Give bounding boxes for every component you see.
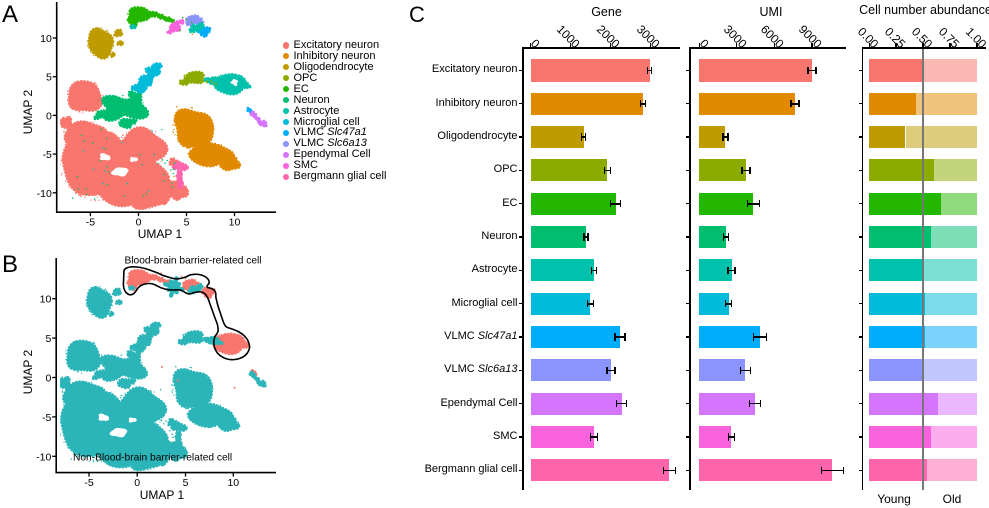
svg-text:10: 10 — [227, 477, 239, 489]
svg-text:0: 0 — [46, 110, 52, 122]
svg-text:0: 0 — [136, 217, 142, 229]
svg-text:Non-Blood-brain barrier-relate: Non-Blood-brain barrier-related cell — [73, 453, 232, 464]
svg-text:-5: -5 — [84, 477, 93, 489]
svg-text:-5: -5 — [86, 217, 95, 229]
svg-text:10: 10 — [229, 217, 241, 229]
svg-text:UMAP 2: UMAP 2 — [21, 89, 35, 134]
svg-text:UMAP 2: UMAP 2 — [21, 349, 35, 394]
svg-text:10: 10 — [40, 294, 52, 306]
svg-text:-10: -10 — [36, 451, 51, 463]
svg-text:UMAP 1: UMAP 1 — [140, 488, 185, 502]
svg-text:0: 0 — [134, 477, 140, 489]
svg-text:5: 5 — [183, 477, 189, 489]
svg-text:5: 5 — [184, 217, 190, 229]
svg-text:0: 0 — [45, 373, 51, 385]
svg-text:-5: -5 — [42, 149, 51, 161]
svg-text:-5: -5 — [42, 412, 51, 424]
svg-text:UMAP 1: UMAP 1 — [138, 227, 183, 241]
svg-text:10: 10 — [40, 33, 52, 45]
svg-text:5: 5 — [46, 72, 52, 84]
svg-text:B: B — [2, 251, 18, 278]
svg-text:A: A — [2, 1, 18, 28]
svg-text:5: 5 — [45, 333, 51, 345]
svg-text:Blood-brain barrier-related ce: Blood-brain barrier-related cell — [124, 256, 261, 267]
svg-text:-10: -10 — [37, 188, 52, 200]
